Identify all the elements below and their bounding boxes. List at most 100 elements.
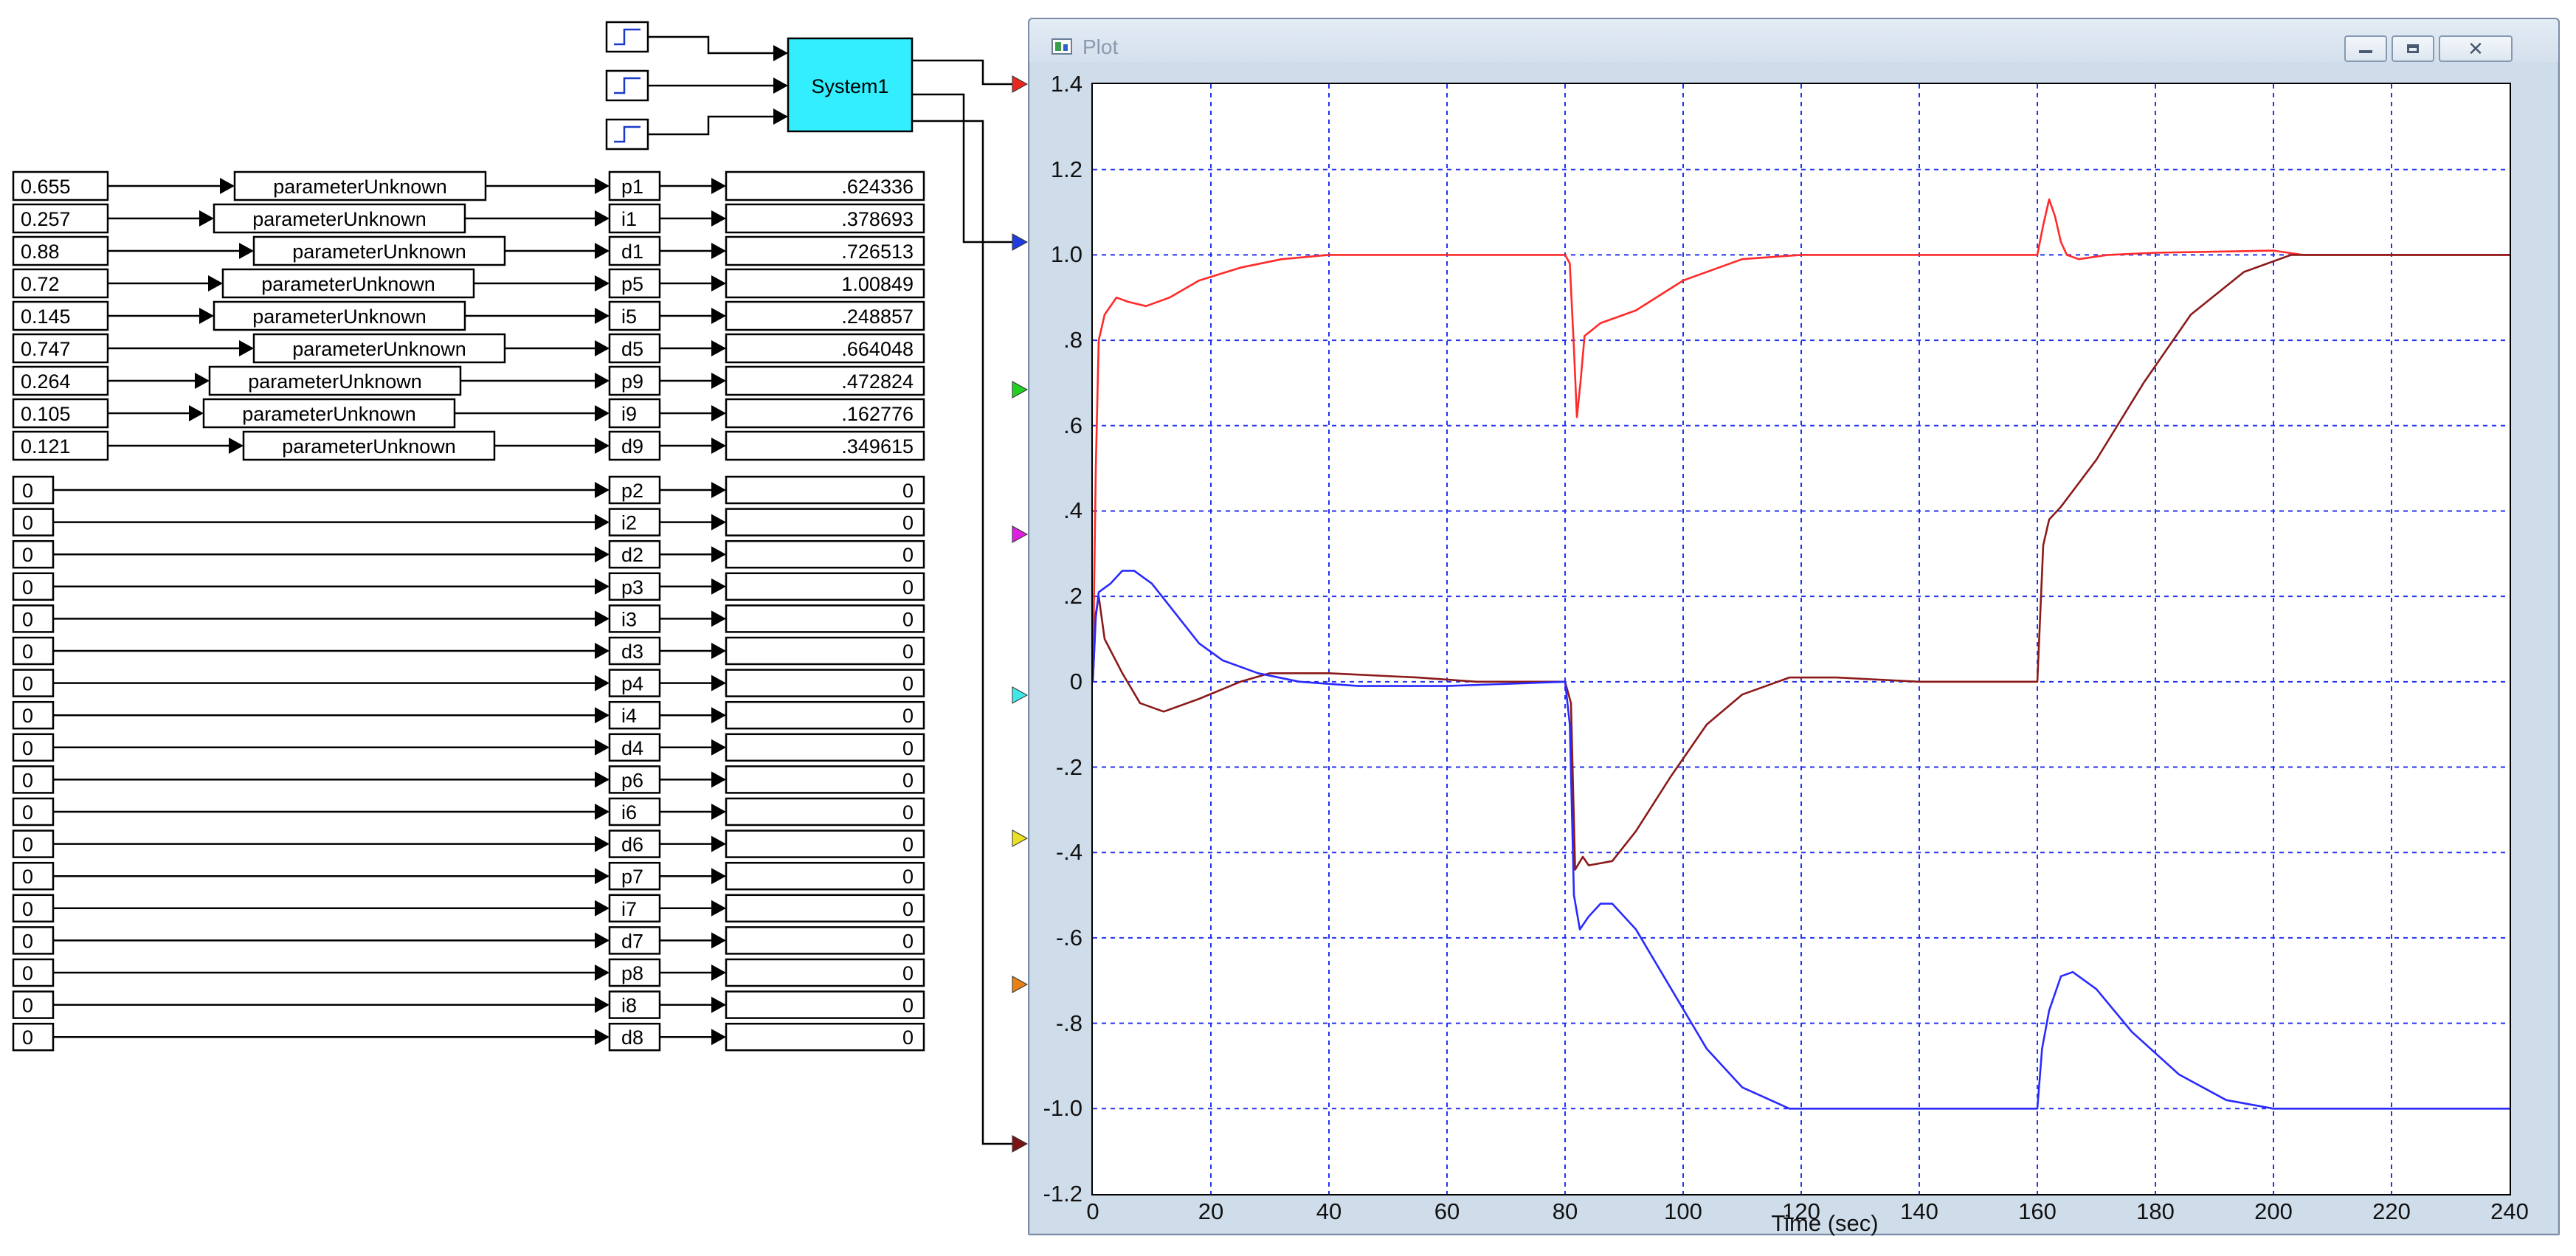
- output-display[interactable]: [725, 398, 925, 429]
- output-display[interactable]: [725, 669, 925, 697]
- port-block[interactable]: [608, 539, 661, 569]
- port-arrow: [595, 373, 610, 389]
- port-block[interactable]: [608, 604, 661, 633]
- output-value: 0: [902, 866, 914, 888]
- zero-value-block[interactable]: [12, 539, 55, 569]
- output-display[interactable]: [725, 1022, 925, 1052]
- port-arrow: [711, 932, 726, 949]
- output-display[interactable]: [725, 636, 925, 666]
- port-label: p7: [621, 866, 643, 888]
- zero-value: 0: [22, 930, 33, 952]
- step-source-block[interactable]: [605, 21, 649, 53]
- port-arrow: [595, 405, 610, 421]
- port-arrow: [773, 77, 788, 94]
- parameter-unknown-block[interactable]: [252, 235, 506, 266]
- system1-block[interactable]: [787, 37, 914, 133]
- close-icon: ✕: [2468, 37, 2484, 60]
- output-display[interactable]: [725, 430, 925, 461]
- param-value-block[interactable]: [12, 300, 109, 331]
- minimize-button[interactable]: [2344, 35, 2387, 62]
- zero-value-block[interactable]: [12, 797, 55, 827]
- maximize-button[interactable]: [2392, 35, 2434, 62]
- output-display[interactable]: [725, 829, 925, 858]
- param-value-block[interactable]: [12, 203, 109, 234]
- port-block[interactable]: [608, 926, 661, 955]
- output-display[interactable]: [725, 475, 925, 505]
- plot-window[interactable]: Plot ✕ 1.4 1.2 1.0 .8 .6 .4 .2 0 -.2 -.4 -.6 -.8 -1.…: [1028, 18, 2560, 1236]
- param-value-block[interactable]: [12, 268, 109, 299]
- param-value-block[interactable]: [12, 235, 109, 266]
- output-display[interactable]: [725, 765, 925, 794]
- output-display[interactable]: [725, 365, 925, 396]
- param-value-block[interactable]: [12, 398, 109, 429]
- parameter-unknown-block[interactable]: [213, 300, 466, 331]
- output-display[interactable]: [725, 539, 925, 569]
- port-block[interactable]: [608, 700, 661, 730]
- zero-value-block[interactable]: [12, 765, 55, 794]
- zero-value-block[interactable]: [12, 733, 55, 762]
- output-display[interactable]: [725, 797, 925, 827]
- parameter-unknown-block[interactable]: [202, 398, 456, 429]
- zero-value: 0: [22, 898, 33, 920]
- zero-value-block[interactable]: [12, 572, 55, 601]
- port-block[interactable]: [608, 398, 661, 429]
- zero-value-block[interactable]: [12, 636, 55, 666]
- port-block[interactable]: [608, 990, 661, 1019]
- port-block[interactable]: [608, 508, 661, 536]
- port-block[interactable]: [608, 636, 661, 666]
- output-display[interactable]: [725, 894, 925, 923]
- output-display[interactable]: [725, 333, 925, 364]
- port-block[interactable]: [608, 300, 661, 331]
- zero-value-block[interactable]: [12, 700, 55, 730]
- parameter-unknown-block[interactable]: [213, 203, 466, 234]
- output-display[interactable]: [725, 268, 925, 299]
- output-display[interactable]: [725, 508, 925, 536]
- output-display[interactable]: [725, 604, 925, 633]
- port-block[interactable]: [608, 829, 661, 858]
- plot-titlebar[interactable]: Plot ✕: [1029, 19, 2558, 62]
- port-block[interactable]: [608, 733, 661, 762]
- output-display[interactable]: [725, 990, 925, 1019]
- plot-area[interactable]: [1091, 83, 2511, 1195]
- param-value-block[interactable]: [12, 430, 109, 461]
- port-block[interactable]: [608, 958, 661, 987]
- port-block[interactable]: [608, 1022, 661, 1052]
- param-value-block[interactable]: [12, 170, 109, 201]
- port-block[interactable]: [608, 572, 661, 601]
- output-display[interactable]: [725, 300, 925, 331]
- parameter-unknown-block[interactable]: [242, 430, 496, 461]
- output-display[interactable]: [725, 572, 925, 601]
- output-display[interactable]: [725, 235, 925, 266]
- zero-value: 0: [22, 962, 33, 984]
- param-value: 0.655: [21, 176, 71, 198]
- port-block[interactable]: [608, 861, 661, 891]
- port-block[interactable]: [608, 430, 661, 461]
- y-tick-label: -.8: [1055, 1010, 1082, 1036]
- port-block[interactable]: [608, 333, 661, 364]
- parameter-unknown-block[interactable]: [221, 268, 475, 299]
- zero-value-block[interactable]: [12, 926, 55, 955]
- output-display[interactable]: [725, 700, 925, 730]
- output-display[interactable]: [725, 861, 925, 891]
- port-block[interactable]: [608, 669, 661, 697]
- x-tick-label: 120: [1782, 1198, 1820, 1224]
- close-button[interactable]: ✕: [2439, 35, 2513, 62]
- port-label: i5: [621, 306, 637, 328]
- output-display[interactable]: [725, 926, 925, 955]
- minimize-icon: [2359, 50, 2372, 53]
- output-display[interactable]: [725, 170, 925, 201]
- series-line-2: [1093, 254, 2510, 871]
- step-source-block[interactable]: [605, 69, 649, 102]
- step-source-block[interactable]: [605, 118, 649, 151]
- output-display[interactable]: [725, 203, 925, 234]
- output-display[interactable]: [725, 733, 925, 762]
- port-block[interactable]: [608, 170, 661, 201]
- parameter-unknown-block[interactable]: [252, 333, 506, 364]
- y-tick-label: .4: [1063, 497, 1082, 524]
- parameter-unknown-block[interactable]: [233, 170, 487, 201]
- zero-value-block[interactable]: [12, 475, 55, 505]
- zero-value-block[interactable]: [12, 669, 55, 697]
- port-block[interactable]: [608, 365, 661, 396]
- output-display[interactable]: [725, 958, 925, 987]
- port-block[interactable]: [608, 475, 661, 505]
